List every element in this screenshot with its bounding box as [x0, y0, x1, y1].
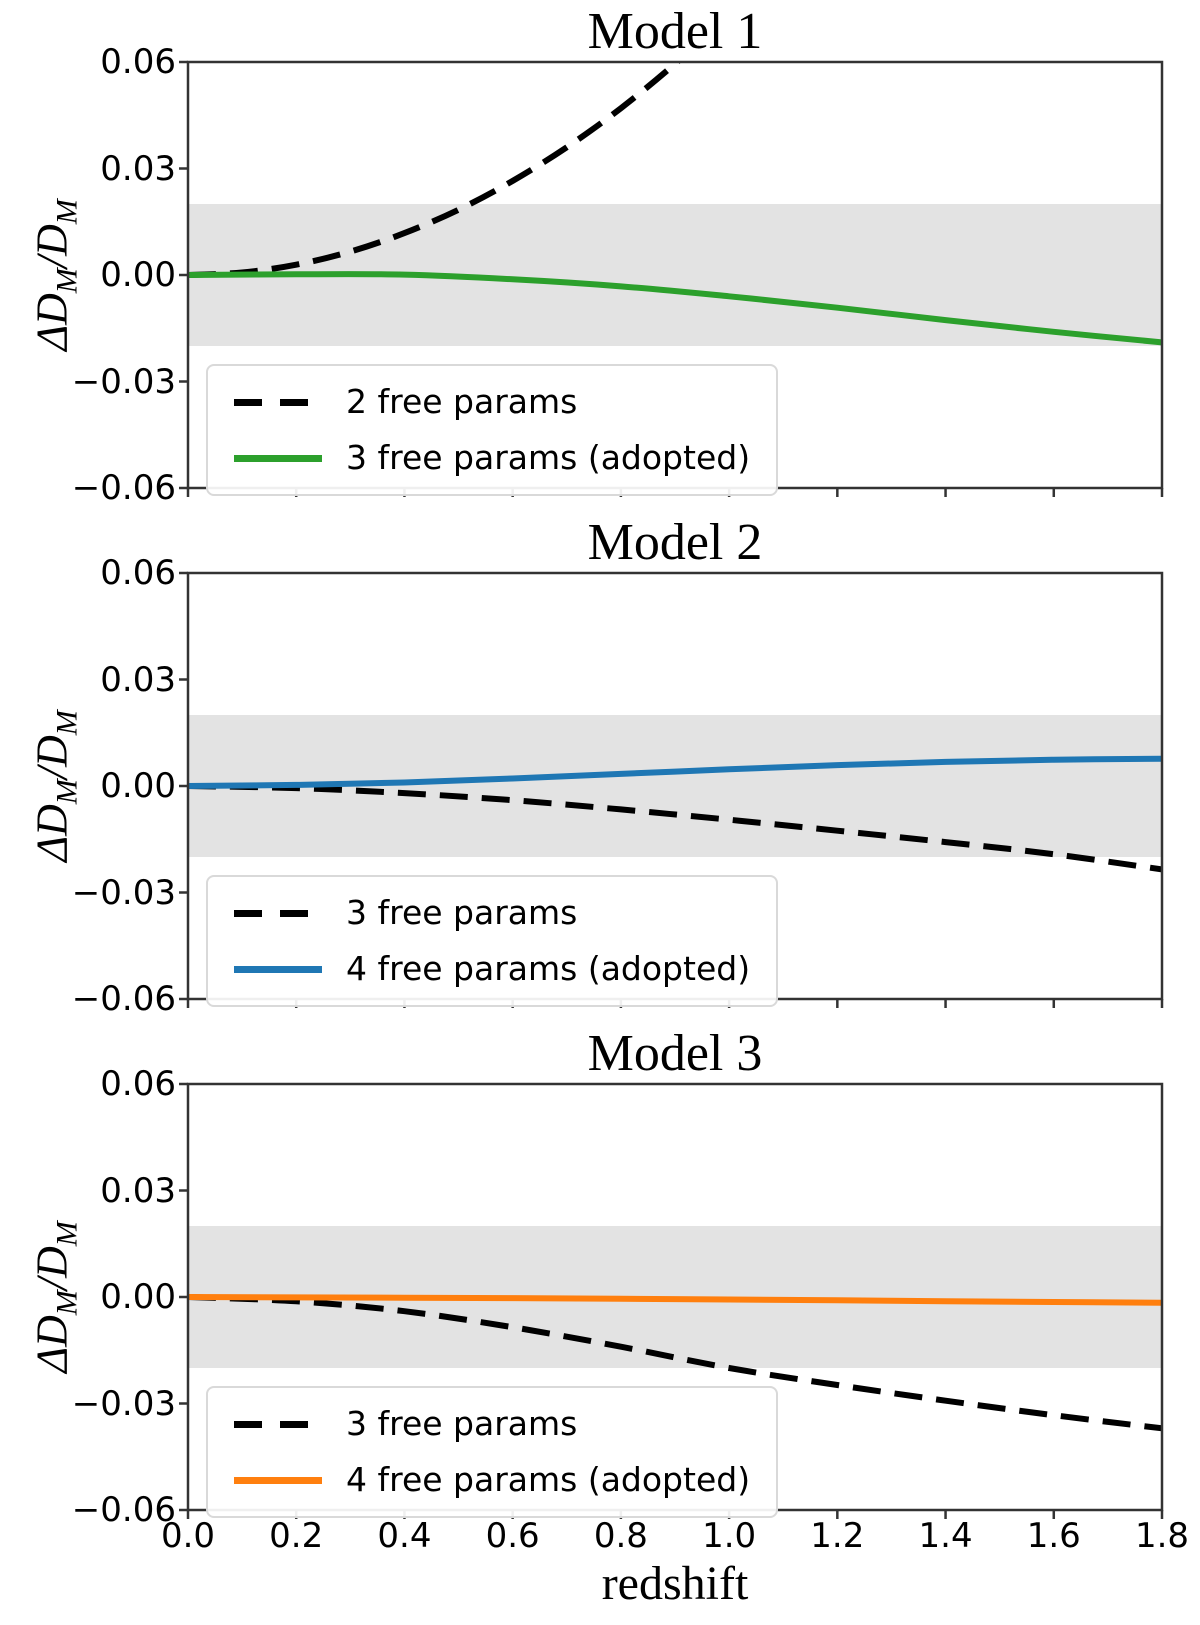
y-tick-label: −0.06: [71, 1490, 176, 1530]
y-tick-label: −0.06: [71, 979, 176, 1019]
y-tick-label: −0.03: [71, 872, 176, 913]
x-axis-label: redshift: [601, 1557, 749, 1610]
panel-3-y-axis-label: ΔDM/DM: [27, 1221, 84, 1373]
dashed-line-sample: [234, 398, 322, 406]
y-tick-label: −0.03: [71, 1383, 176, 1424]
y-tick-label: 0.00: [100, 255, 176, 295]
panel-3-title: Model 3: [587, 1025, 763, 1082]
legend-item: 4 free params (adopted): [234, 949, 750, 989]
legend-label: 3 free params: [346, 893, 578, 932]
x-tick-label: 1.8: [1134, 1516, 1190, 1556]
panel-1-y-axis-label: ΔDM/DM: [27, 199, 84, 351]
legend-label: 2 free params: [346, 382, 578, 421]
legend-label: 3 free params: [346, 1404, 578, 1443]
legend-item: 3 free params: [234, 893, 750, 933]
solid-line-sample: [234, 965, 322, 973]
y-tick-label: 0.06: [100, 553, 176, 593]
legend-label: 3 free params (adopted): [346, 438, 751, 477]
curve-3-free-params: [188, 783, 1162, 873]
legend-item: 4 free params (adopted): [234, 1460, 750, 1500]
solid-line-sample: [234, 454, 322, 462]
dashed-line-sample: [234, 909, 322, 917]
legend-item: 2 free params: [234, 382, 750, 422]
y-tick-label: 0.03: [100, 1170, 176, 1211]
y-tick-label: 0.06: [100, 1064, 176, 1104]
panel-1-title: Model 1: [587, 3, 763, 60]
panel-3-legend: 3 free params 4 free params (adopted): [206, 1386, 779, 1518]
x-tick-label: 0.0: [160, 1516, 216, 1556]
legend-label: 4 free params (adopted): [346, 949, 751, 988]
x-tick-label: 1.0: [702, 1516, 757, 1556]
legend-item: 3 free params: [234, 1404, 750, 1444]
legend-item: 3 free params (adopted): [234, 438, 750, 478]
x-tick-label: 1.2: [810, 1516, 865, 1556]
y-tick-label: −0.03: [71, 361, 176, 402]
x-tick-label: 0.4: [377, 1516, 432, 1556]
x-tick-label: 1.6: [1026, 1516, 1081, 1556]
curve-4-free-params-adopted-: [188, 1294, 1162, 1306]
y-tick-label: 0.06: [100, 42, 176, 82]
panel-2-y-axis-label: ΔDM/DM: [27, 710, 84, 862]
x-tick-label: 1.4: [918, 1516, 973, 1556]
x-tick-label: 0.8: [593, 1516, 648, 1556]
y-tick-label: 0.00: [100, 1277, 176, 1317]
y-tick-label: 0.00: [100, 766, 176, 806]
panel-1-legend: 2 free params 3 free params (adopted): [206, 364, 779, 496]
panel-2-legend: 3 free params 4 free params (adopted): [206, 875, 779, 1007]
panel-2-title: Model 2: [587, 514, 763, 571]
y-tick-label: 0.03: [100, 148, 176, 189]
curve-3-free-params: [188, 1294, 1162, 1432]
curve-3-free-params-adopted-: [188, 271, 1162, 346]
curve-2-free-params: [188, 62, 682, 278]
x-tick-label: 0.6: [485, 1516, 540, 1556]
legend-label: 4 free params (adopted): [346, 1460, 751, 1499]
dashed-line-sample: [234, 1420, 322, 1428]
y-tick-label: 0.03: [100, 659, 176, 700]
curve-4-free-params-adopted-: [188, 755, 1162, 789]
solid-line-sample: [234, 1476, 322, 1484]
x-tick-label: 0.2: [269, 1516, 324, 1556]
y-tick-label: −0.06: [71, 468, 176, 508]
